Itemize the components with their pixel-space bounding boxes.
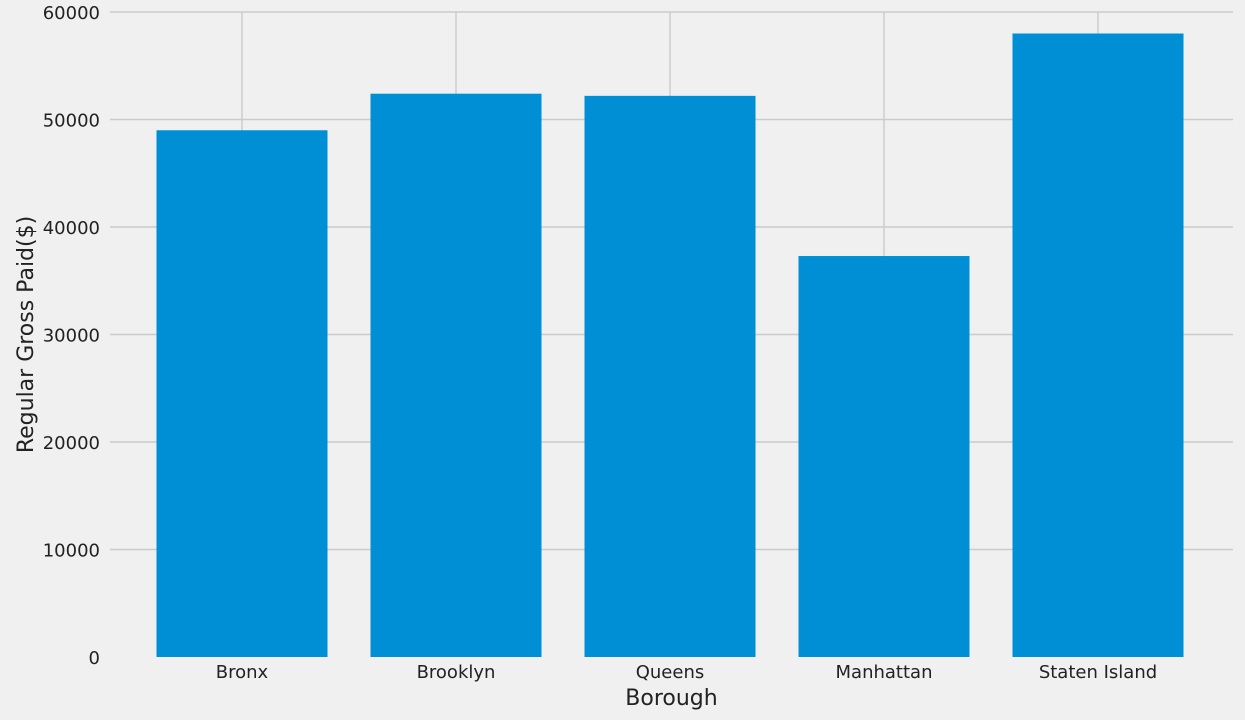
x-tick-label: Staten Island [1039,662,1157,683]
y-tick-label: 40000 [43,218,100,239]
bar-brooklyn [370,93,542,657]
y-axis-title: Regular Gross Paid($) [14,216,39,453]
y-tick-label: 30000 [43,326,100,347]
x-axis-title: Borough [625,686,717,711]
y-tick-label: 0 [89,648,100,669]
bar-staten-island [1012,33,1184,657]
tick-labels-layer: 0 10000 20000 30000 40000 50000 60000 Bronx Broo… [43,3,1157,683]
bar-manhattan [798,256,970,657]
x-tick-label: Brooklyn [417,662,496,683]
x-tick-label: Bronx [216,662,269,683]
bars-layer [156,33,1184,658]
y-tick-label: 60000 [43,3,100,24]
y-tick-label: 20000 [43,433,100,454]
bar-queens [584,95,756,658]
bar-bronx [156,130,328,657]
x-tick-label: Queens [636,662,705,683]
x-tick-label: Manhattan [836,662,933,683]
y-tick-label: 10000 [43,541,100,562]
y-tick-label: 50000 [43,111,100,132]
